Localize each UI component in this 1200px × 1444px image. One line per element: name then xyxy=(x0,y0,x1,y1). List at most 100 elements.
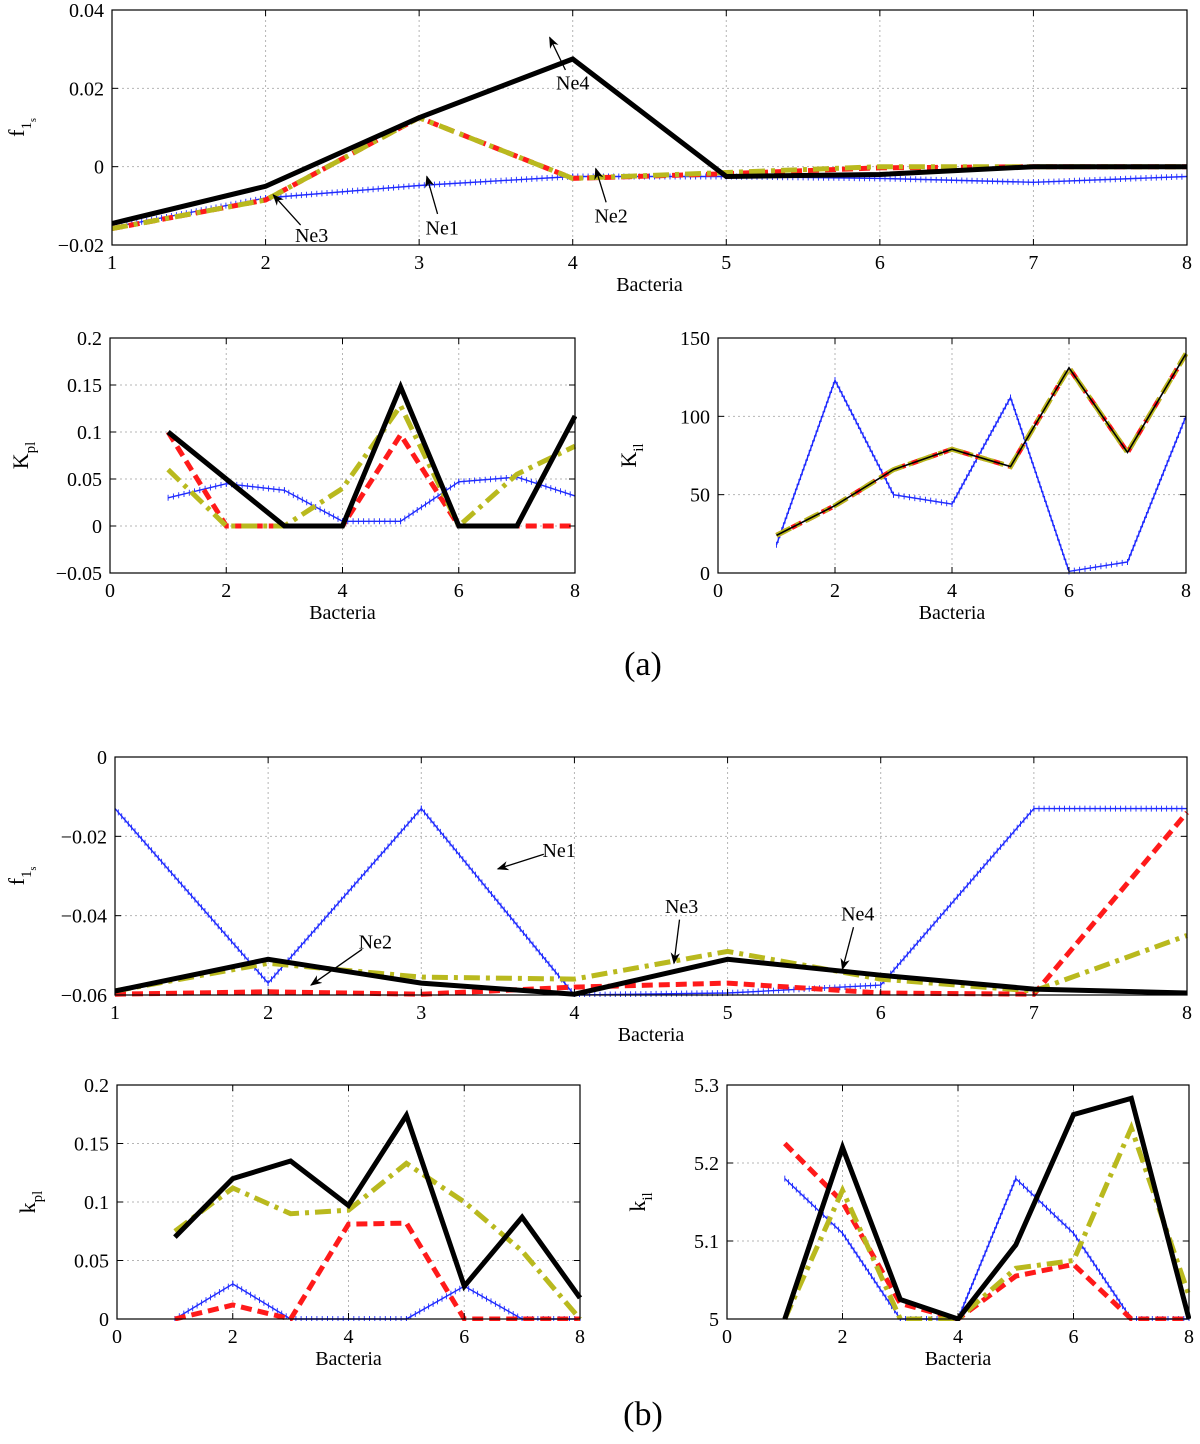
x-axis-label: Bacteria xyxy=(616,274,683,296)
y-tick-label: −0.06 xyxy=(61,985,107,1007)
x-tick-label: 2 xyxy=(263,1002,273,1024)
annotation-ne2: Ne2 xyxy=(594,206,627,228)
series-line-ne3 xyxy=(166,400,577,531)
x-tick-label: 6 xyxy=(876,1002,886,1024)
x-tick-label: 4 xyxy=(953,1326,963,1348)
chart-a_right: 0 2 4 6 8 0 50 100 150 Bacteria Kil xyxy=(616,328,1191,624)
series-line-ne2 xyxy=(775,352,1188,538)
series-line-ne2 xyxy=(174,1220,580,1321)
plot-frame xyxy=(111,9,1188,246)
series-marker-ne1 xyxy=(893,491,953,508)
annotation-arrow xyxy=(310,948,363,986)
y-axis-label: kpl xyxy=(15,1191,46,1214)
annotation-arrow xyxy=(549,36,567,71)
series-line-ne2 xyxy=(783,1141,1189,1321)
panel-label-b: (b) xyxy=(623,1396,663,1433)
x-tick-label: 3 xyxy=(414,252,424,274)
series-line-ne4 xyxy=(166,380,577,529)
series-line-ne4 xyxy=(776,353,1187,537)
series-marker-ne1 xyxy=(232,1280,292,1321)
series-marker-ne1 xyxy=(880,805,1035,989)
series-line-ne4 xyxy=(111,56,1187,226)
y-tick-label: 0.1 xyxy=(84,1192,109,1214)
series-marker-ne1 xyxy=(1032,173,1188,186)
y-axis-label: Kpl xyxy=(8,442,39,470)
x-tick-label: 6 xyxy=(459,1326,469,1348)
series-marker-ne1 xyxy=(784,1175,843,1237)
x-tick-label: 2 xyxy=(228,1326,238,1348)
y-tick-label: 5 xyxy=(709,1309,719,1331)
series-line-ne1 xyxy=(174,1283,580,1320)
series-line-ne4 xyxy=(114,956,1188,997)
x-tick-label: 5 xyxy=(721,252,731,274)
series-line-ne2 xyxy=(111,114,1187,232)
annotation-ne3: Ne3 xyxy=(295,225,328,247)
x-axis-label: Bacteria xyxy=(925,1348,992,1370)
x-tick-label: 7 xyxy=(1028,252,1038,274)
y-axis-label: f1s xyxy=(4,867,39,886)
y-tick-label: 0.1 xyxy=(77,422,102,444)
annotation-ne2: Ne2 xyxy=(359,931,392,953)
x-tick-label: 4 xyxy=(569,1002,579,1024)
series-marker-ne1 xyxy=(834,377,894,498)
y-axis-label: Kil xyxy=(616,443,647,467)
y-tick-label: 0.02 xyxy=(69,78,104,100)
annotation-ne4: Ne4 xyxy=(556,72,589,94)
series-group xyxy=(782,1095,1191,1321)
annotation-ne3: Ne3 xyxy=(665,896,698,918)
series-line-ne3 xyxy=(173,1160,582,1321)
series-line-ne3 xyxy=(782,1121,1191,1321)
x-tick-label: 8 xyxy=(1181,580,1191,602)
y-tick-label: 0.05 xyxy=(74,1251,109,1273)
y-axis-label: f1s xyxy=(4,118,39,137)
y-tick-label: −0.02 xyxy=(61,826,107,848)
x-tick-label: 8 xyxy=(1182,252,1192,274)
chart-b_left: 0 2 4 6 8 0 0.05 0.1 0.15 0.2 Bacteria kpl xyxy=(15,1075,585,1370)
x-tick-label: 2 xyxy=(261,252,271,274)
y-tick-label: 5.1 xyxy=(694,1231,719,1253)
x-tick-label: 4 xyxy=(568,252,578,274)
y-tick-label: 0.2 xyxy=(77,328,102,350)
y-tick-label: 0 xyxy=(99,1309,109,1331)
y-tick-label: 0 xyxy=(700,563,710,585)
series-marker-ne1 xyxy=(516,474,576,499)
series-line-ne4 xyxy=(782,1095,1191,1321)
series-line-ne1 xyxy=(775,378,1187,573)
series-marker-ne1 xyxy=(267,805,422,987)
x-tick-label: 3 xyxy=(416,1002,426,1024)
x-axis-label: Bacteria xyxy=(919,602,986,624)
annotation-arrow xyxy=(594,167,607,203)
series-line-ne2 xyxy=(114,810,1189,997)
series-group xyxy=(775,352,1188,575)
x-tick-label: 1 xyxy=(107,252,117,274)
panel-label-a: (a) xyxy=(624,646,662,683)
annotation-arrow xyxy=(496,853,545,871)
x-axis-label: Bacteria xyxy=(618,1024,685,1046)
annotation-ne4: Ne4 xyxy=(841,904,874,926)
series-marker-ne1 xyxy=(167,480,227,501)
annotation-arrow xyxy=(272,193,302,226)
x-tick-label: 6 xyxy=(875,252,885,274)
y-axis-label: kil xyxy=(625,1192,656,1211)
x-tick-label: 7 xyxy=(1029,1002,1039,1024)
x-tick-label: 2 xyxy=(830,580,840,602)
x-tick-label: 5 xyxy=(723,1002,733,1024)
x-tick-label: 6 xyxy=(1064,580,1074,602)
y-tick-label: 0.2 xyxy=(84,1075,109,1097)
x-tick-label: 4 xyxy=(947,580,957,602)
y-tick-label: −0.05 xyxy=(56,563,102,585)
series-line-ne2 xyxy=(165,430,575,529)
annotation-ne1: Ne1 xyxy=(542,840,575,862)
x-tick-label: 0 xyxy=(105,580,115,602)
annotation-arrow xyxy=(840,927,855,971)
series-line-ne3 xyxy=(111,114,1187,232)
series-line-ne4 xyxy=(173,1109,582,1300)
x-tick-label: 8 xyxy=(575,1326,585,1348)
series-marker-ne1 xyxy=(418,173,574,189)
y-tick-label: −0.04 xyxy=(61,906,107,928)
plot-frame xyxy=(114,756,1188,996)
y-tick-label: 0 xyxy=(97,747,107,769)
y-tick-label: 0 xyxy=(92,516,102,538)
y-tick-label: 50 xyxy=(690,485,710,507)
y-tick-label: 0 xyxy=(94,157,104,179)
